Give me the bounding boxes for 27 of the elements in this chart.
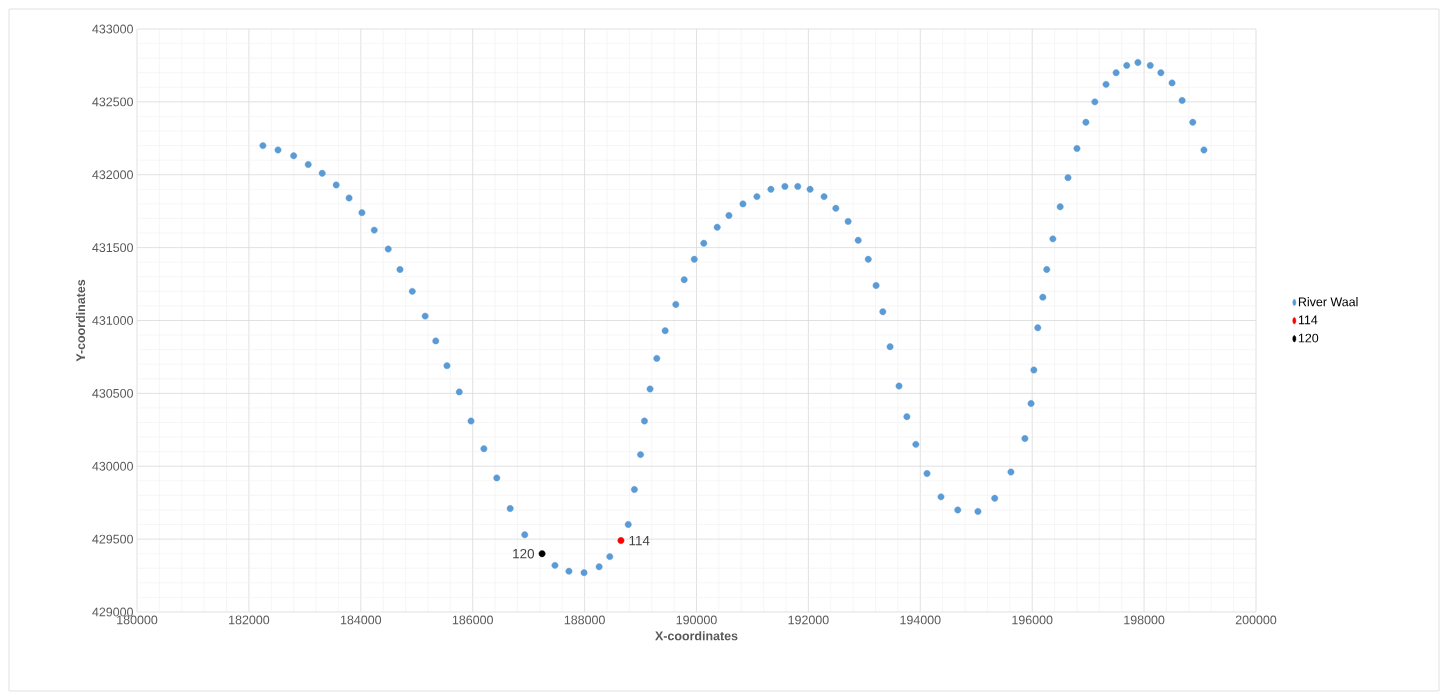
x-tick-label: 196000: [1012, 615, 1053, 625]
y-tick-label: 431500: [92, 243, 133, 253]
legend-label: 120: [1298, 333, 1319, 343]
y-tick-label: 432500: [92, 97, 133, 107]
x-tick-label: 182000: [229, 615, 270, 625]
x-axis-title: X-coordinates: [655, 631, 738, 641]
y-tick-label: 432000: [92, 170, 133, 180]
y-tick-label: 431000: [92, 316, 133, 325]
x-tick-label: 198000: [1124, 615, 1165, 625]
y-axis-title: Y-coordinates: [75, 279, 86, 362]
legend-label: River Waal: [1298, 297, 1358, 307]
legend-label: 114: [1298, 315, 1318, 325]
annotation: 114: [629, 535, 650, 546]
y-tick-label: 429500: [92, 534, 133, 544]
x-tick-label: 186000: [452, 615, 493, 625]
y-tick-label: 430000: [92, 461, 133, 471]
x-tick-label: 194000: [900, 615, 941, 625]
x-tick-label: 180000: [117, 615, 158, 625]
annotation: 120: [513, 548, 535, 559]
x-tick-label: 184000: [340, 615, 382, 625]
y-tick-label: 429000: [92, 607, 133, 617]
x-tick-label: 190000: [676, 615, 717, 625]
y-tick-label: 433000: [92, 24, 133, 34]
x-tick-label: 188000: [564, 615, 605, 625]
x-tick-label: 200000: [1235, 615, 1277, 625]
x-tick-label: 192000: [788, 615, 829, 625]
y-tick-label: 430500: [92, 388, 133, 398]
